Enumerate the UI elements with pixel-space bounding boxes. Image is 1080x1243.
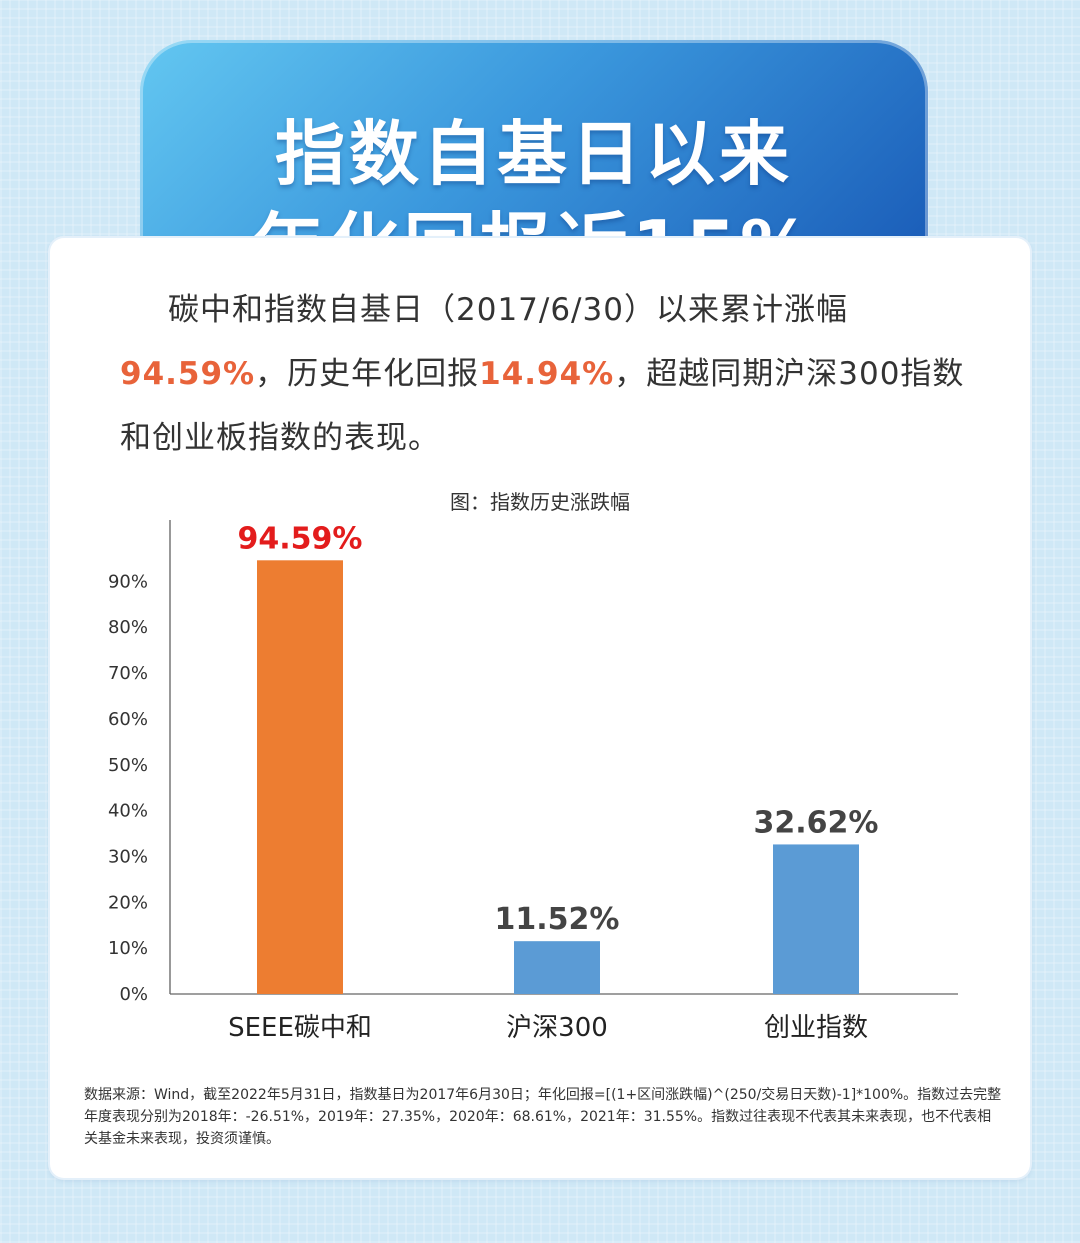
bar-3 — [773, 844, 859, 994]
data-label-3: 32.62% — [754, 805, 879, 840]
intro-text-3: ，超越同期沪深300指数和创业板指数的表现。 — [120, 356, 965, 456]
title-banner: 指数自基日以来 年化回报近15% — [140, 40, 928, 289]
bar-1 — [257, 560, 343, 994]
intro-text-1: 碳中和指数自基日（2017/6/30）以来累计涨幅 — [168, 292, 848, 328]
data-label-2: 11.52% — [495, 902, 620, 937]
bar-2 — [514, 941, 600, 994]
y-tick-label: 50% — [108, 755, 148, 776]
footnote: 数据来源：Wind，截至2022年5月31日，指数基日为2017年6月30日；年… — [84, 1087, 1002, 1147]
intro-text-2: ，历史年化回报 — [255, 356, 480, 392]
category-label-1: SEEE碳中和 — [228, 1013, 372, 1043]
y-tick-label: 30% — [108, 846, 148, 867]
y-tick-label: 80% — [108, 617, 148, 638]
bar-chart: 0% 10% 20% 30% 40% 50% 60% 70% 80% 90% 94.59% SEEE碳… — [108, 520, 958, 1043]
y-tick-label: 60% — [108, 709, 148, 730]
data-label-1: 94.59% — [238, 521, 363, 556]
category-label-2: 沪深300 — [506, 1013, 608, 1043]
chart-title: 图：指数历史涨跌幅 — [450, 490, 630, 514]
y-tick-label: 40% — [108, 801, 148, 822]
y-tick-label: 0% — [119, 984, 148, 1005]
annualized-return-highlight: 14.94% — [479, 356, 615, 392]
title-line-1: 指数自基日以来 — [275, 113, 793, 195]
cumulative-return-highlight: 94.59% — [120, 356, 256, 392]
y-tick-label: 70% — [108, 663, 148, 684]
y-tick-label: 20% — [108, 892, 148, 913]
y-tick-label: 90% — [108, 571, 148, 592]
content-card: 碳中和指数自基日（2017/6/30）以来累计涨幅94.59%，历史年化回报14… — [50, 238, 1030, 1178]
intro-paragraph: 碳中和指数自基日（2017/6/30）以来累计涨幅 94.59%，历史年化回报14… — [120, 278, 970, 470]
category-label-3: 创业指数 — [764, 1013, 868, 1043]
y-tick-label: 10% — [108, 938, 148, 959]
